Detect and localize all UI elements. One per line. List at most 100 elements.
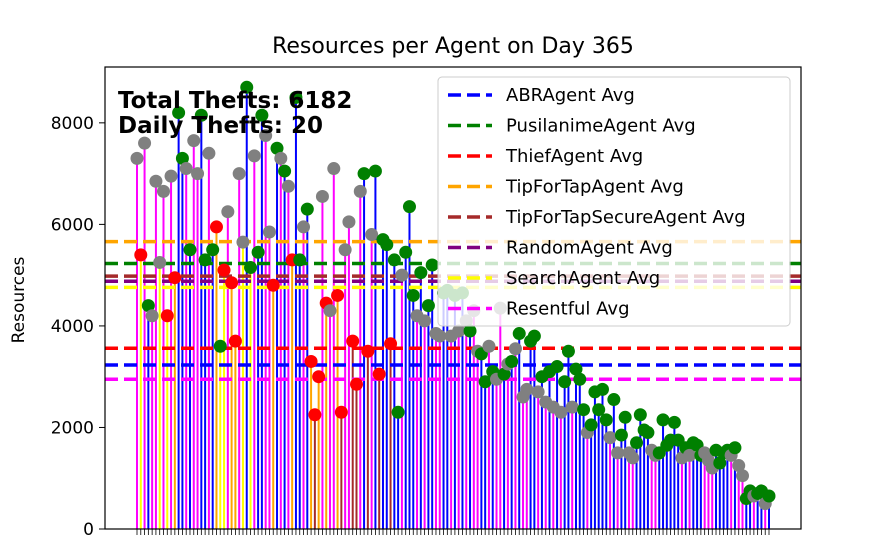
marker-34 (259, 129, 273, 143)
chart-title: Resources per Agent on Day 365 (272, 34, 634, 59)
marker-44 (297, 220, 311, 234)
annotation-total-thefts: Total Thefts: 6182 (118, 88, 352, 114)
legend-label-6: SearchAgent Avg (506, 268, 660, 289)
marker-146 (683, 448, 697, 462)
legend-box (437, 76, 791, 327)
marker-100 (508, 342, 522, 356)
legend-label-4: TipForTapSecureAgent Avg (505, 207, 746, 228)
marker-59 (353, 184, 367, 198)
marker-56 (342, 215, 356, 229)
legend-label-2: ThiefAgent Avg (505, 146, 643, 167)
marker-167 (762, 489, 776, 503)
marker-0 (130, 151, 144, 165)
marker-9 (164, 169, 178, 183)
plot-frame (104, 66, 802, 530)
marker-36 (266, 278, 280, 292)
marker-12 (175, 151, 189, 165)
marker-43 (293, 253, 307, 267)
marker-120 (584, 418, 598, 432)
marker-28 (236, 235, 250, 249)
marker-85 (452, 324, 466, 338)
marker-117 (573, 372, 587, 386)
marker-111 (550, 360, 564, 374)
marker-129 (618, 410, 632, 424)
y-tick-label-2: 4000 (51, 317, 94, 337)
marker-27 (232, 167, 246, 181)
marker-51 (323, 304, 337, 318)
marker-62 (365, 228, 379, 242)
marker-25 (225, 276, 239, 290)
marker-58 (349, 377, 363, 391)
marker-5 (149, 174, 163, 188)
marker-68 (387, 253, 401, 267)
marker-14 (183, 243, 197, 257)
y-tick-label-1: 2000 (51, 418, 94, 438)
marker-72 (402, 200, 416, 214)
marker-71 (399, 245, 413, 259)
marker-40 (281, 179, 295, 193)
stems-layer (136, 87, 770, 529)
marker-15 (187, 134, 201, 148)
marker-63 (368, 164, 382, 178)
legend: ABRAgent Avg PusilanimeAgent Avg ThiefAgen… (437, 76, 791, 327)
marker-22 (213, 339, 227, 353)
marker-116 (569, 362, 583, 376)
marker-55 (338, 243, 352, 257)
marker-39 (278, 164, 292, 178)
marker-47 (308, 408, 322, 422)
marker-115 (565, 400, 579, 414)
marker-19 (202, 146, 216, 160)
marker-54 (334, 405, 348, 419)
marker-77 (421, 299, 435, 313)
marker-29 (240, 80, 254, 94)
marker-4 (145, 309, 159, 323)
y-tick-label-3: 6000 (51, 215, 94, 235)
marker-160 (736, 469, 750, 483)
marker-38 (274, 151, 288, 165)
markers-layer (130, 80, 776, 511)
marker-92 (478, 375, 492, 389)
marker-125 (603, 431, 617, 445)
marker-57 (346, 334, 360, 348)
marker-114 (561, 344, 575, 358)
marker-35 (262, 225, 276, 239)
marker-10 (168, 271, 182, 285)
marker-6 (153, 255, 167, 269)
marker-64 (372, 367, 386, 381)
x-ticks-layer (136, 529, 770, 535)
marker-60 (357, 167, 371, 181)
marker-17 (194, 108, 208, 122)
marker-11 (172, 106, 186, 120)
marker-124 (599, 413, 613, 427)
marker-24 (221, 205, 235, 219)
marker-20 (206, 243, 220, 257)
marker-26 (228, 334, 242, 348)
marker-42 (289, 90, 303, 104)
y-tick-label-4: 8000 (51, 114, 94, 134)
marker-33 (255, 108, 269, 122)
marker-7 (156, 184, 170, 198)
marker-2 (138, 136, 152, 150)
y-axis-label: Resources (9, 256, 29, 343)
annotation-daily-thefts: Daily Thefts: 20 (118, 113, 323, 139)
marker-126 (607, 393, 621, 407)
marker-127 (611, 446, 625, 460)
legend-label-1: PusilanimeAgent Avg (506, 116, 696, 137)
marker-37 (270, 141, 284, 155)
marker-105 (527, 329, 541, 343)
marker-123 (595, 382, 609, 396)
marker-142 (667, 415, 681, 429)
marker-158 (728, 441, 742, 455)
marker-93 (482, 339, 496, 353)
marker-23 (217, 263, 231, 277)
marker-133 (633, 408, 647, 422)
y-axis: 0 2000 4000 6000 8000 (51, 114, 105, 540)
marker-31 (247, 149, 261, 163)
marker-122 (592, 403, 606, 417)
marker-101 (512, 327, 526, 341)
marker-13 (179, 162, 193, 176)
marker-88 (463, 324, 477, 338)
marker-3 (141, 299, 155, 313)
marker-103 (520, 382, 534, 396)
legend-label-7: Resentful Avg (506, 299, 630, 320)
